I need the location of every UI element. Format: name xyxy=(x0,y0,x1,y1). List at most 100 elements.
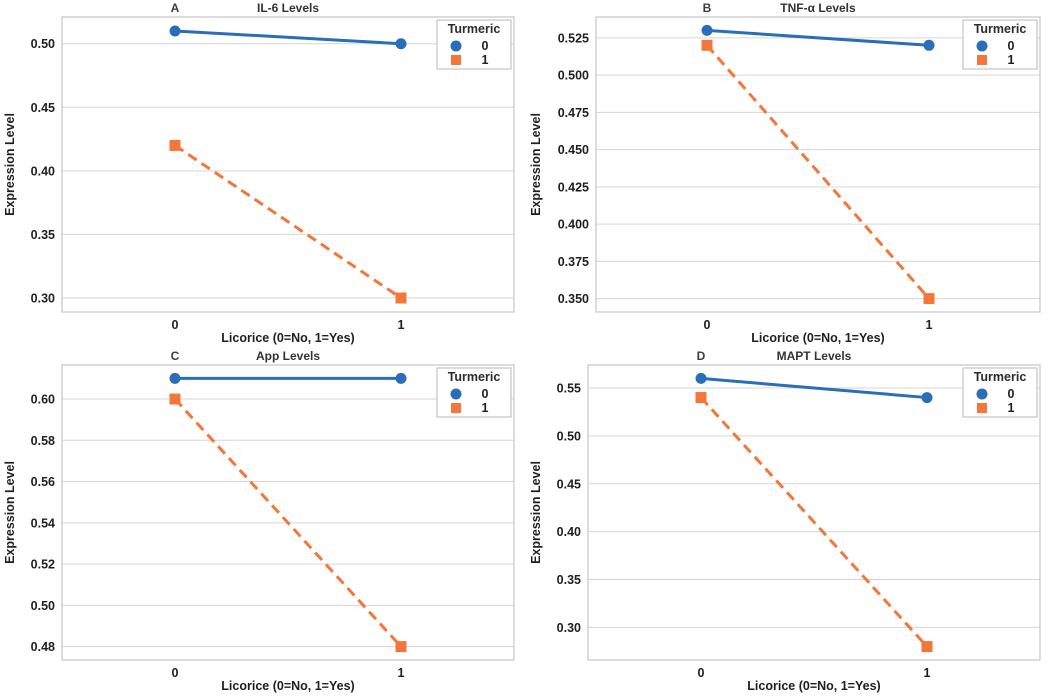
y-axis-label: Expression Level xyxy=(529,461,543,564)
y-tick-label: 0.450 xyxy=(558,143,589,157)
x-axis-label: Licorice (0=No, 1=Yes) xyxy=(747,679,880,693)
square-marker xyxy=(701,39,713,51)
y-axis-label: Expression Level xyxy=(529,113,543,216)
solid-line xyxy=(700,376,928,400)
dashed-line xyxy=(173,398,403,648)
plot-border xyxy=(587,364,1041,661)
y-tick-label: 0.400 xyxy=(558,218,589,232)
legend-entry-label: 1 xyxy=(1008,401,1015,415)
panel-title: App Levels xyxy=(256,349,320,363)
solid-line xyxy=(706,28,930,47)
dashed-line xyxy=(705,44,931,300)
panel-title: IL-6 Levels xyxy=(257,1,319,15)
legend-square-marker xyxy=(977,403,987,413)
square-marker xyxy=(921,641,933,653)
y-tick-label: 0.375 xyxy=(558,255,589,269)
plot-border xyxy=(595,16,1041,313)
square-marker xyxy=(169,139,181,151)
legend: Turmeric 01 xyxy=(436,367,512,418)
panel-letter: C xyxy=(171,349,180,363)
legend: Turmeric 01 xyxy=(436,19,512,70)
legend-entry-label: 0 xyxy=(1008,387,1015,401)
square-marker xyxy=(395,292,407,304)
series-turmeric-1 xyxy=(701,39,935,305)
y-tick-label: 0.35 xyxy=(557,573,581,587)
panel-title: TNF-α Levels xyxy=(780,1,856,15)
x-tick-label: 1 xyxy=(398,318,405,332)
y-axis: 0.30 0.35 0.40 0.45 0.50 xyxy=(31,37,514,306)
legend-entry-label: 0 xyxy=(482,39,489,53)
legend: Turmeric 01 xyxy=(962,19,1038,70)
x-tick-label: 0 xyxy=(172,666,179,680)
x-tick-label: 1 xyxy=(926,318,933,332)
legend-entry-label: 0 xyxy=(1008,39,1015,53)
plot-border xyxy=(61,364,515,661)
square-marker xyxy=(923,293,935,305)
x-axis-label: Licorice (0=No, 1=Yes) xyxy=(751,331,884,345)
y-axis-label: Expression Level xyxy=(3,461,17,564)
y-tick-label: 0.52 xyxy=(31,558,55,572)
panel-A: A IL-6 Levels 0.30 0.35 0.40 0.45 0.50 0 1 Licori… xyxy=(0,0,526,348)
series-turmeric-0 xyxy=(701,24,935,51)
panel-C: C App Levels 0.48 0.50 0.52 0.54 0.56 0.58 0.60 0… xyxy=(0,348,526,696)
legend-circle-marker xyxy=(976,388,988,400)
legend-title: Turmeric xyxy=(974,22,1027,36)
y-tick-label: 0.50 xyxy=(557,429,581,443)
panel-B: B TNF-α Levels 0.350 0.375 0.400 0.425 0.450 0.… xyxy=(526,0,1052,348)
x-tick-label: 0 xyxy=(698,666,705,680)
legend-circle-marker xyxy=(450,40,462,52)
square-marker xyxy=(395,641,407,653)
x-tick-label: 0 xyxy=(704,318,711,332)
square-marker xyxy=(169,393,181,405)
circle-marker xyxy=(923,39,935,51)
panel-title: MAPT Levels xyxy=(777,349,852,363)
legend-square-marker xyxy=(451,55,461,65)
series-turmeric-0 xyxy=(695,372,933,404)
y-axis: 0.48 0.50 0.52 0.54 0.56 0.58 0.60 xyxy=(31,393,514,654)
legend-square-marker xyxy=(977,55,987,65)
legend-title: Turmeric xyxy=(448,22,501,36)
legend-square-marker xyxy=(451,403,461,413)
y-tick-label: 0.60 xyxy=(31,393,55,407)
legend-entry-label: 0 xyxy=(482,387,489,401)
y-tick-label: 0.40 xyxy=(31,164,55,178)
y-tick-label: 0.475 xyxy=(558,106,589,120)
square-marker xyxy=(695,392,707,404)
circle-marker xyxy=(169,372,181,384)
y-tick-label: 0.54 xyxy=(31,516,55,530)
y-tick-label: 0.40 xyxy=(557,525,581,539)
legend-title: Turmeric xyxy=(448,370,501,384)
x-tick-label: 1 xyxy=(924,666,931,680)
y-tick-label: 0.500 xyxy=(558,69,589,83)
y-tick-label: 0.30 xyxy=(557,621,581,635)
series-turmeric-1 xyxy=(169,393,407,653)
y-tick-label: 0.50 xyxy=(31,37,55,51)
legend-circle-marker xyxy=(976,40,988,52)
panel-letter: B xyxy=(703,1,712,15)
series-turmeric-0 xyxy=(169,372,407,384)
y-tick-label: 0.56 xyxy=(31,475,55,489)
circle-marker xyxy=(695,372,707,384)
panel-letter: A xyxy=(171,1,180,15)
dashed-line xyxy=(174,144,402,300)
solid-line xyxy=(174,29,402,46)
circle-marker xyxy=(701,24,713,36)
circle-marker xyxy=(921,392,933,404)
y-tick-label: 0.45 xyxy=(31,101,55,115)
legend-box xyxy=(962,367,1038,418)
y-tick-label: 0.45 xyxy=(557,477,581,491)
y-tick-label: 0.525 xyxy=(558,31,589,45)
legend-entry-label: 1 xyxy=(482,401,489,415)
circle-marker xyxy=(169,25,181,37)
circle-marker xyxy=(395,372,407,384)
panel-letter: D xyxy=(697,349,706,363)
legend-box xyxy=(436,367,512,418)
circle-marker xyxy=(395,38,407,50)
